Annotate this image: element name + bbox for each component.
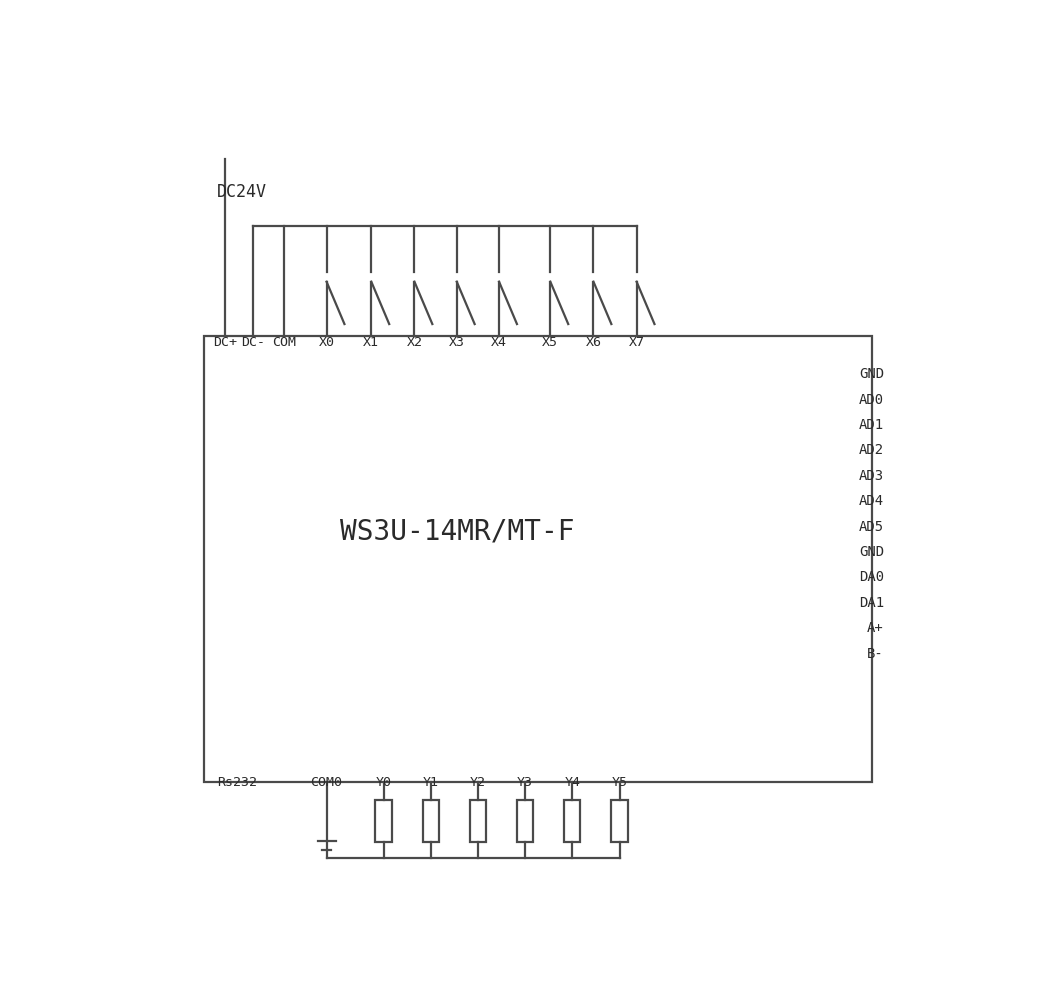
Text: AD0: AD0 bbox=[859, 393, 884, 407]
Text: X4: X4 bbox=[491, 336, 507, 349]
Text: X2: X2 bbox=[406, 336, 422, 349]
Text: AD1: AD1 bbox=[859, 418, 884, 432]
Text: AD4: AD4 bbox=[859, 494, 884, 508]
Text: X7: X7 bbox=[629, 336, 645, 349]
Bar bbox=[469, 800, 486, 842]
Text: X6: X6 bbox=[586, 336, 602, 349]
Text: WS3U-14MR/MT-F: WS3U-14MR/MT-F bbox=[339, 518, 574, 546]
Text: Y1: Y1 bbox=[423, 776, 439, 789]
Bar bbox=[376, 800, 392, 842]
Text: X1: X1 bbox=[363, 336, 379, 349]
Text: X0: X0 bbox=[318, 336, 335, 349]
Text: DC+: DC+ bbox=[213, 336, 237, 349]
Bar bbox=[422, 800, 439, 842]
Bar bbox=[205, 336, 872, 782]
Text: Rs232: Rs232 bbox=[217, 776, 257, 789]
Text: B-: B- bbox=[867, 647, 884, 661]
Text: Y4: Y4 bbox=[564, 776, 581, 789]
Text: Y5: Y5 bbox=[611, 776, 628, 789]
Text: Y0: Y0 bbox=[376, 776, 392, 789]
Text: AD3: AD3 bbox=[859, 469, 884, 483]
Text: DA0: DA0 bbox=[859, 570, 884, 584]
Bar bbox=[611, 800, 628, 842]
Text: DA1: DA1 bbox=[859, 596, 884, 610]
Text: DC-: DC- bbox=[242, 336, 266, 349]
Text: COM: COM bbox=[272, 336, 296, 349]
Text: GND: GND bbox=[859, 545, 884, 559]
Text: GND: GND bbox=[859, 367, 884, 381]
Text: A+: A+ bbox=[867, 621, 884, 635]
Text: COM0: COM0 bbox=[311, 776, 342, 789]
Bar bbox=[517, 800, 533, 842]
Text: X3: X3 bbox=[448, 336, 465, 349]
Text: Y2: Y2 bbox=[470, 776, 486, 789]
Text: Y3: Y3 bbox=[517, 776, 533, 789]
Text: AD2: AD2 bbox=[859, 443, 884, 457]
Text: DC24V: DC24V bbox=[216, 183, 267, 201]
Text: AD5: AD5 bbox=[859, 520, 884, 534]
Text: X5: X5 bbox=[543, 336, 559, 349]
Bar bbox=[564, 800, 581, 842]
